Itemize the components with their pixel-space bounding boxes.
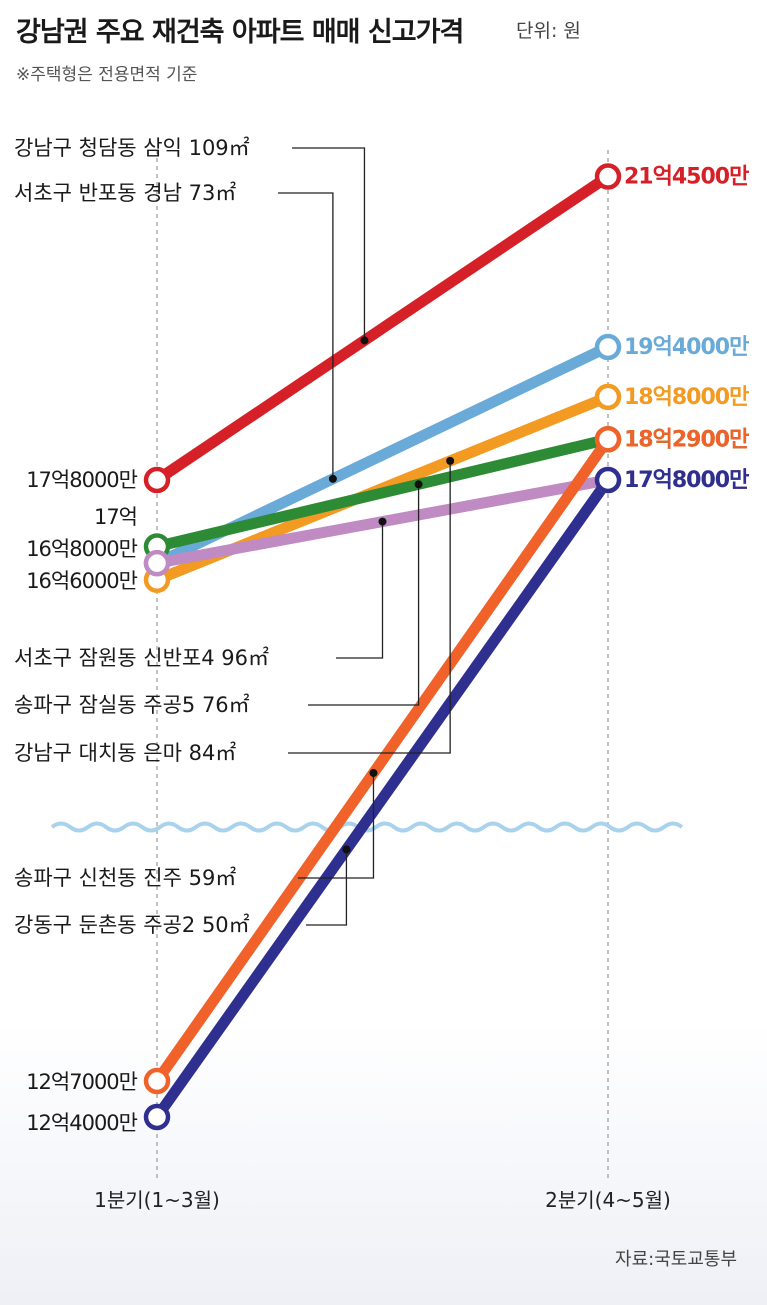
series-line-강남구-청담동-삼익-109㎡ xyxy=(151,171,614,486)
end-value-label: 21억4500만 xyxy=(624,165,749,190)
start-point-강남구-청담동-삼익-109㎡ xyxy=(143,466,171,494)
series-name-label: 송파구 잠실동 주공5 76㎡ xyxy=(14,693,250,717)
leader-line xyxy=(288,460,451,754)
leader-line xyxy=(308,484,420,706)
area-note: ※주택형은 전용면적 기준 xyxy=(16,65,198,85)
start-value-label: 17억8000만 xyxy=(26,468,137,492)
series-name-label: 강남구 청담동 삼익 109㎡ xyxy=(14,136,250,160)
leader-line xyxy=(278,192,334,479)
bottom-background xyxy=(0,1020,767,1305)
leader-dot xyxy=(328,474,337,483)
start-point-강동구-둔촌동-주공2-50㎡ xyxy=(143,1103,171,1131)
end-point-강남구-대치동-은마-84㎡ xyxy=(594,383,622,411)
start-value-label: 17억 xyxy=(94,505,137,529)
source-note: 자료:국토교통부 xyxy=(615,1249,737,1270)
start-value-label: 12억7000만 xyxy=(26,1070,137,1094)
end-point-송파구-신천동-진주-59㎡ xyxy=(594,426,622,453)
start-value-label: 12억4000만 xyxy=(26,1111,137,1135)
x-tick-label: 1분기(1~3월) xyxy=(94,1188,220,1212)
start-value-label: 16억6000만 xyxy=(26,569,137,593)
series-name-label: 강남구 대치동 은마 84㎡ xyxy=(14,741,236,765)
series-name-label: 서초구 잠원동 신반포4 96㎡ xyxy=(14,646,269,670)
label-layer: 21억4500만 19억4000만 18억8000만 18억2900만 17억8000만… xyxy=(26,165,750,1135)
end-point-강남구-청담동-삼익-109㎡ xyxy=(594,163,622,190)
callout-layer: 강남구 청담동 삼익 109㎡ 서초구 반포동 경남 73㎡ 서초구 잠원동 신반포… xyxy=(14,136,455,937)
end-value-label: 18억2900만 xyxy=(624,427,749,452)
end-point-강동구-둔촌동-주공2-50㎡ xyxy=(594,466,622,494)
series-line-강동구-둔촌동-주공2-50㎡ xyxy=(151,474,614,1123)
series-line-송파구-잠실동-주공5-76㎡ xyxy=(151,433,614,553)
leader-dot xyxy=(360,336,369,345)
start-value-label: 16억8000만 xyxy=(26,537,137,561)
leader-dot xyxy=(446,456,455,465)
leader-dot xyxy=(378,517,387,526)
section-break-wave xyxy=(50,821,684,833)
leader-line xyxy=(306,849,348,926)
leader-dot xyxy=(369,768,378,777)
end-value-label: 19억4000만 xyxy=(624,335,749,360)
start-point-송파구-신천동-진주-59㎡ xyxy=(143,1067,171,1095)
series-layer xyxy=(143,163,622,1131)
x-tick-label: 2분기(4~5월) xyxy=(545,1188,671,1212)
series-name-label: 서초구 반포동 경남 73㎡ xyxy=(14,181,236,205)
leader-dot xyxy=(342,845,351,854)
end-value-label: 17억8000만 xyxy=(624,468,749,493)
end-value-label: 18억2900만 xyxy=(624,427,749,452)
leader-line xyxy=(336,521,384,659)
unit-label: 단위: 원 xyxy=(516,20,581,42)
start-point-서초구-잠원동-신반포4-96㎡ xyxy=(143,549,171,577)
series-line-송파구-신천동-진주-59㎡ xyxy=(151,433,614,1087)
chart-title: 강남권 주요 재건축 아파트 매매 신고가격 xyxy=(16,17,464,48)
end-value-label: 18억8000만 xyxy=(624,385,749,410)
leader-dot xyxy=(414,480,423,489)
end-value-label: 17억8000만 xyxy=(624,468,749,493)
leader-line xyxy=(292,147,366,341)
series-name-label: 송파구 신천동 진주 59㎡ xyxy=(14,866,236,890)
end-point-서초구-반포동-경남-73㎡ xyxy=(594,333,622,361)
leader-line xyxy=(298,772,375,879)
series-name-label: 강동구 둔촌동 주공2 50㎡ xyxy=(14,913,250,937)
